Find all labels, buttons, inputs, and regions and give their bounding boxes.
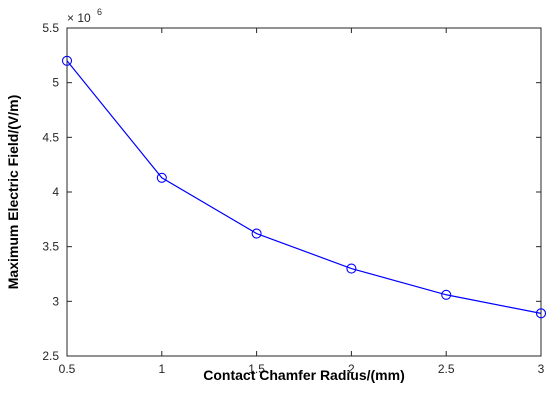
y-tick-label: 5 [52, 76, 59, 90]
data-point [535, 308, 547, 319]
data-point [441, 289, 452, 300]
x-axis-label: Contact Chamfer Radius/(mm) [203, 367, 404, 383]
x-tick-label: 0.5 [59, 362, 76, 376]
data-point [346, 263, 357, 274]
series-line [66, 60, 542, 314]
x-tick-label: 3 [538, 362, 545, 376]
y-multiplier-prefix: × 10 [67, 11, 91, 25]
y-tick-label: 5.5 [42, 21, 59, 35]
series-layer [61, 55, 547, 319]
plot-frame [66, 27, 542, 357]
data-point [251, 228, 262, 239]
y-multiplier-label: × 10 6 [67, 7, 102, 25]
y-tick-label: 2.5 [42, 349, 59, 363]
x-tick-label: 2.5 [438, 362, 455, 376]
y-tick-label: 4.5 [42, 130, 59, 144]
y-tick-label: 4 [52, 185, 59, 199]
y-axis-ticks: 2.5 3 3.5 4 4.5 5 5.5 [42, 21, 541, 363]
y-multiplier-exponent: 6 [97, 7, 102, 17]
data-point [61, 55, 73, 66]
y-axis-label: Maximum Electric Field/(V/m) [5, 95, 21, 290]
data-point [156, 172, 167, 183]
y-tick-label: 3 [52, 294, 59, 308]
x-tick-label: 1 [158, 362, 165, 376]
y-tick-label: 3.5 [42, 240, 59, 254]
x-axis-ticks: 0.5 1 1.5 2 2.5 3 [59, 28, 545, 376]
x-tick-label: 2 [348, 362, 355, 376]
x-tick-label: 1.5 [248, 362, 265, 376]
